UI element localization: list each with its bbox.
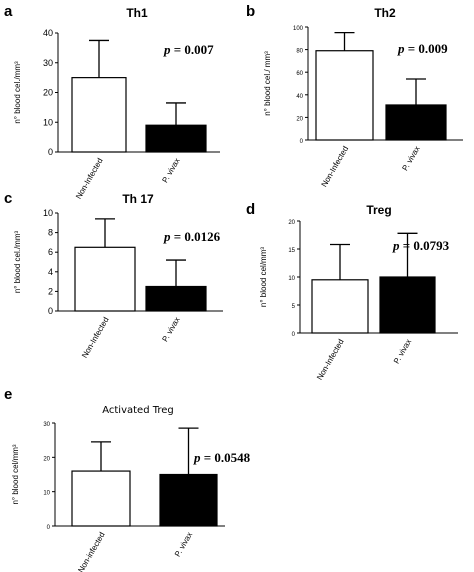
y-axis-label: n° blood cel./ mm³ xyxy=(263,51,272,116)
y-axis-label: n° blood cel/mm³ xyxy=(259,247,268,307)
chart-title: Th2 xyxy=(374,6,396,20)
panel-letter: a xyxy=(4,3,13,20)
y-tick-label: 20 xyxy=(43,88,53,98)
bar-non-infected xyxy=(71,470,131,527)
y-tick-label: 4 xyxy=(48,267,53,277)
category-label: P. vivax xyxy=(160,316,181,344)
y-tick-label: 0 xyxy=(48,306,53,316)
y-tick-label: 10 xyxy=(288,276,295,282)
panel-letter: b xyxy=(246,3,255,20)
category-label: Non-Infected xyxy=(315,338,346,382)
bar-p-vivax xyxy=(159,473,218,527)
y-tick-label: 10 xyxy=(43,117,53,127)
y-tick-label: 8 xyxy=(48,228,53,238)
chart-title: Activated Treg xyxy=(102,405,174,416)
y-tick-label: 10 xyxy=(43,491,50,497)
chart-panel-e: e Activated Treg 0 10 20 30 n° blood cel/mm³ No… xyxy=(4,386,251,572)
y-tick-label: 60 xyxy=(296,71,303,77)
p-value-annotation: p = 0.007 xyxy=(163,42,214,57)
category-label: Non-Infected xyxy=(74,157,105,201)
y-tick-label: 10 xyxy=(43,208,53,218)
y-tick-label: 80 xyxy=(296,49,303,55)
y-tick-label: 15 xyxy=(288,248,295,254)
chart-panel-d: d Treg 0 5 10 15 20 n° blood cel/mm³ Non-Infecte… xyxy=(246,201,458,382)
y-tick-label: 0 xyxy=(292,332,296,338)
category-label: Non-Infected xyxy=(320,145,351,189)
y-tick-label: 20 xyxy=(288,220,295,226)
bar-p-vivax xyxy=(379,276,436,334)
p-value-annotation: p = 0.0793 xyxy=(392,238,450,253)
bar-p-vivax xyxy=(145,124,207,153)
y-tick-label: 100 xyxy=(293,26,304,32)
chart-panel-b: b Th2 0 20 40 60 80 100 n° blood cel./ mm³ Non-In… xyxy=(246,3,463,189)
panel-letter: e xyxy=(4,386,12,403)
y-axis-label: n° blood cel./mm³ xyxy=(13,61,22,124)
chart-panel-c: c Th 17 0 2 4 6 8 10 n° blood cel./mm³ Non-Infect… xyxy=(4,190,223,360)
y-axis-label: n° blood cel./mm³ xyxy=(13,231,22,294)
bar-non-infected xyxy=(311,279,369,334)
category-label: Non-Infected xyxy=(80,316,111,360)
chart-title: Treg xyxy=(366,203,391,217)
chart-title: Th1 xyxy=(126,6,148,20)
y-tick-label: 20 xyxy=(43,456,50,462)
p-value-annotation: p = 0.0548 xyxy=(193,450,251,465)
y-tick-label: 0 xyxy=(300,139,304,145)
y-tick-label: 2 xyxy=(48,286,53,296)
y-axis-label: n° blood cel/mm³ xyxy=(11,444,20,504)
y-tick-label: 30 xyxy=(43,422,50,428)
y-tick-label: 0 xyxy=(47,525,51,531)
y-tick-label: 30 xyxy=(43,58,53,68)
category-label: Non-infected xyxy=(76,531,106,572)
category-label: P. vivax xyxy=(392,338,413,366)
bar-p-vivax xyxy=(385,104,447,141)
y-tick-label: 40 xyxy=(43,28,53,38)
bar-non-infected xyxy=(74,246,136,312)
category-label: P. vivax xyxy=(400,145,421,173)
y-tick-label: 6 xyxy=(48,247,53,257)
chart-title: Th 17 xyxy=(122,192,154,206)
category-label: P. vivax xyxy=(160,157,181,185)
bar-p-vivax xyxy=(145,285,207,312)
category-label: P. vivax xyxy=(173,531,194,559)
y-tick-label: 5 xyxy=(292,304,296,310)
bar-non-infected xyxy=(71,77,127,153)
chart-panel-a: a Th1 0 10 20 30 40 n° blood cel./mm³ Non-Infect… xyxy=(4,3,220,201)
y-tick-label: 40 xyxy=(296,94,303,100)
y-tick-label: 0 xyxy=(48,147,53,157)
bar-non-infected xyxy=(315,50,374,141)
p-value-annotation: p = 0.0126 xyxy=(163,229,221,244)
panel-letter: d xyxy=(246,201,255,218)
y-tick-label: 20 xyxy=(296,116,303,122)
p-value-annotation: p = 0.009 xyxy=(397,41,448,56)
panel-letter: c xyxy=(4,190,12,207)
